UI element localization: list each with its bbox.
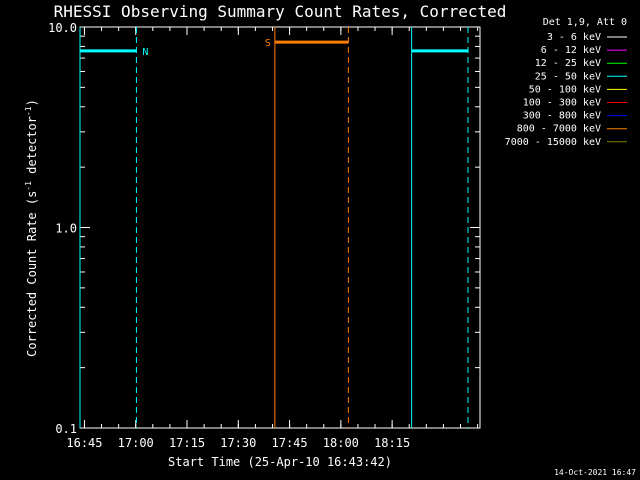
y-tick-label: 1.0 [55, 222, 77, 236]
generation-timestamp: 14-Oct-2021 16:47 [554, 468, 636, 477]
y-axis-label-part-1: Corrected Count Rate (s [25, 191, 39, 357]
y-tick-label: 0.1 [55, 422, 77, 436]
legend-entry-label: 50 - 100 keV [529, 84, 601, 95]
legend-entry-label: 3 - 6 keV [547, 32, 601, 43]
y-axis-label: Corrected Count Rate (s-1 detector-1) [24, 99, 39, 357]
x-tick-label: 17:30 [220, 436, 256, 450]
legend-entry-label: 25 - 50 keV [535, 71, 601, 82]
plot-border [79, 26, 481, 429]
legend-entry-label: 100 - 300 keV [523, 98, 601, 109]
plot-frame [79, 26, 481, 429]
flag-label: S [265, 38, 271, 49]
x-tick-label: 16:45 [66, 436, 102, 450]
legend-entry-label: 800 - 7000 keV [517, 124, 601, 135]
x-tick-label: 17:45 [272, 436, 308, 450]
axis-ticks [80, 26, 480, 429]
x-axis-label: Start Time (25-Apr-10 16:43:42) [168, 455, 392, 469]
x-tick-label: 17:00 [118, 436, 154, 450]
y-axis-label-part-2: detector [25, 116, 39, 181]
x-tick-label: 18:00 [323, 436, 359, 450]
y-axis-label-sup-2: -1 [24, 106, 33, 116]
legend-entry-label: 6 - 12 keV [541, 45, 601, 56]
plot-marks: NS [79, 27, 469, 428]
x-tick-label: 17:15 [169, 436, 205, 450]
x-tick-label: 18:15 [374, 436, 410, 450]
axis-tick-labels: 16:45 17:00 17:15 17:30 17:45 18:00 18:15 10.0 1… [48, 21, 410, 450]
y-axis-label-part-3: ) [25, 99, 39, 106]
y-tick-label: 10.0 [48, 21, 77, 35]
flag-label: N [142, 47, 148, 58]
legend-entry-label: 300 - 800 keV [523, 111, 601, 122]
y-axis-label-sup-1: -1 [24, 181, 33, 191]
legend-entry-label: 12 - 25 keV [535, 58, 601, 69]
legend: Det 1,9, Att 0 3 - 6 keV 6 - 12 keV 12 - 2… [505, 17, 627, 148]
legend-entry-label: 7000 - 15000 keV [505, 137, 601, 148]
legend-header: Det 1,9, Att 0 [543, 17, 627, 28]
chart-title: RHESSI Observing Summary Count Rates, Co… [54, 2, 507, 21]
